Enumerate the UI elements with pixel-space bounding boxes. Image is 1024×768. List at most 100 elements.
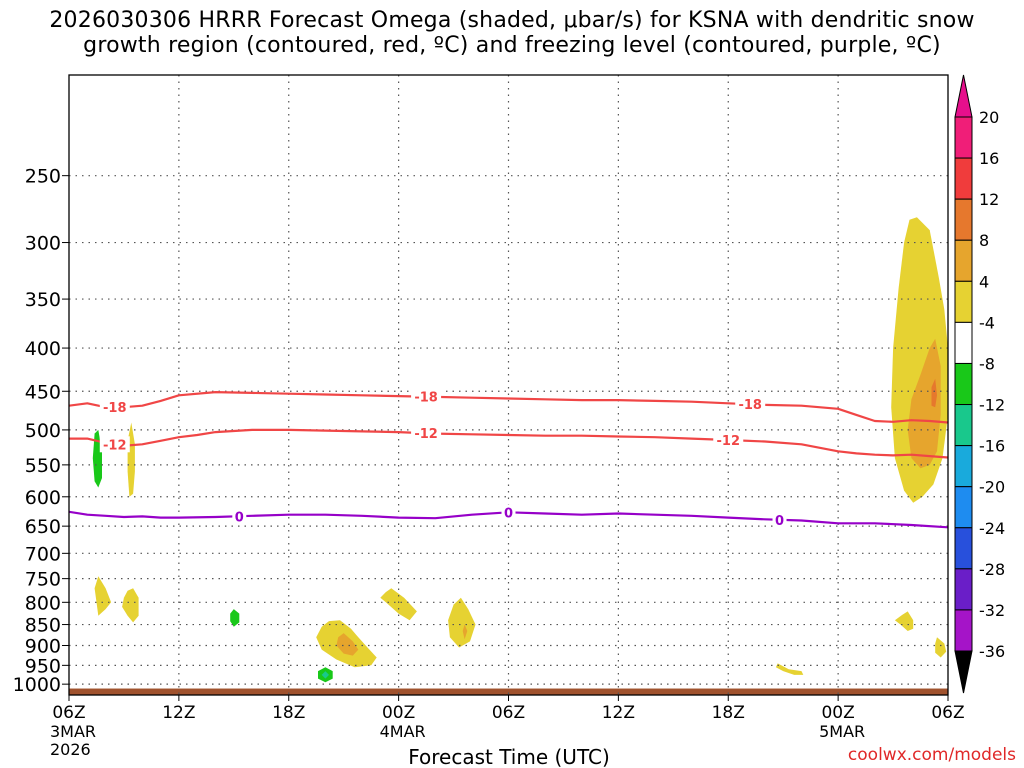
y-tick-label-500: 500	[25, 420, 61, 442]
contour-lines: -18 -18 -18 -12 -12 -12 0 0 0	[69, 388, 948, 529]
y-tick-label-650: 650	[25, 516, 61, 538]
colorbar-label-0: 20	[979, 108, 999, 127]
x-tick-label-36: 18Z	[712, 703, 745, 723]
x-tick-date-42: 5MAR	[819, 722, 865, 741]
contour-label-2-2: 0	[775, 514, 784, 529]
colorbar-swatch-4	[954, 280, 973, 323]
omega-region-1	[907, 338, 941, 469]
contour-label-bg-1-2	[713, 432, 744, 449]
omega-region-11	[321, 671, 329, 679]
colorbar-label-11: -28	[979, 560, 1005, 579]
colorbar-label-10: -24	[979, 519, 1005, 538]
y-tick-label-800: 800	[25, 592, 61, 614]
contour-label-bg-0-2	[735, 396, 766, 413]
contour-label-2-1: 0	[504, 506, 513, 521]
y-tick-label-550: 550	[25, 455, 61, 477]
omega-region-2	[931, 378, 937, 408]
x-tick-label-24: 06Z	[492, 703, 525, 723]
x-tick-label-48: 06Z	[931, 703, 964, 723]
colorbar-swatch-2	[954, 198, 973, 241]
omega-region-17	[935, 637, 947, 658]
x-tick-label-42: 00Z	[821, 703, 854, 723]
colorbar-swatch-6	[954, 362, 973, 406]
colorbar-label-9: -20	[979, 478, 1005, 497]
y-tick-label-900: 900	[25, 636, 61, 658]
x-tick-date-0: 3MAR	[50, 722, 96, 741]
colorbar-swatch-11	[954, 568, 973, 611]
omega-region-14	[462, 624, 468, 640]
contour-label-bg-0-1	[411, 388, 442, 405]
y-tick-label-250: 250	[25, 166, 61, 188]
y-tick-label-750: 750	[25, 569, 61, 591]
colorbar-swatch-8	[954, 445, 973, 488]
contour-label-bg-2-2	[772, 511, 787, 528]
y-tick-label-450: 450	[25, 381, 61, 403]
x-tick-label-30: 12Z	[602, 703, 635, 723]
x-tick-label-6: 12Z	[162, 703, 195, 723]
y-tick-label-350: 350	[25, 289, 61, 311]
colorbar-label-2: 12	[979, 190, 999, 209]
colorbar-swatch-12	[954, 609, 973, 652]
omega-shading	[92, 217, 948, 683]
colorbar: 20 16 12 8 4 -4 -8 -12 -16 -20 -24 -28 -32 -36	[954, 74, 1005, 694]
colorbar-swatch-5	[954, 321, 973, 364]
colorbar-top-arrow	[954, 74, 973, 118]
grid-lines	[69, 75, 948, 695]
colorbar-label-5: -4	[979, 313, 995, 332]
colorbar-label-8: -16	[979, 437, 1005, 456]
y-tick-label-850: 850	[25, 615, 61, 637]
contour-label-bg-1-0	[99, 436, 130, 453]
credit-link[interactable]: coolwx.com/models	[848, 745, 1016, 765]
colorbar-swatch-10	[954, 527, 973, 570]
y-tick-label-600: 600	[25, 487, 61, 509]
x-tick-year-0: 2026	[50, 740, 91, 759]
chart-title-line2: growth region (contoured, red, ºC) and f…	[83, 33, 941, 58]
colorbar-swatch-9	[954, 486, 973, 529]
y-tick-label-700: 700	[25, 543, 61, 565]
y-tick-label-300: 300	[25, 233, 61, 255]
ground-layer	[69, 688, 948, 695]
colorbar-label-1: 16	[979, 149, 999, 168]
omega-region-13	[448, 597, 476, 648]
contour-line--18	[69, 391, 948, 424]
colorbar-label-3: 8	[979, 231, 989, 250]
chart-title-line1: 2026030306 HRRR Forecast Omega (shaded, …	[49, 8, 975, 33]
y-tick-label-1000: 1000	[13, 674, 61, 696]
colorbar-swatch-1	[954, 157, 973, 200]
contour-label-bg-2-0	[232, 508, 247, 525]
colorbar-label-6: -8	[979, 354, 995, 373]
omega-region-7	[230, 609, 240, 627]
y-tick-label-950: 950	[25, 655, 61, 677]
colorbar-swatch-3	[954, 239, 973, 282]
omega-region-6	[122, 588, 139, 623]
x-tick-label-18: 00Z	[382, 703, 415, 723]
colorbar-label-7: -12	[979, 396, 1005, 415]
omega-region-5	[94, 576, 112, 616]
colorbar-swatch-7	[954, 404, 973, 447]
colorbar-bottom-arrow	[954, 650, 973, 694]
contour-label-0-2: -18	[738, 398, 762, 413]
omega-region-16	[894, 611, 914, 631]
omega-region-15	[775, 663, 804, 675]
contour-line--12	[69, 428, 948, 459]
contour-label-1-0: -12	[103, 438, 127, 453]
contour-label-2-0: 0	[235, 510, 244, 525]
contour-label-bg-1-1	[411, 425, 442, 442]
y-tick-label-400: 400	[25, 338, 61, 360]
omega-region-4	[92, 429, 102, 488]
x-tick-date-18: 4MAR	[380, 722, 426, 741]
x-tick-label-12: 18Z	[272, 703, 305, 723]
colorbar-label-13: -36	[979, 642, 1005, 661]
x-tick-label-0: 06Z	[52, 703, 85, 723]
contour-label-0-0: -18	[103, 401, 127, 416]
colorbar-label-12: -32	[979, 601, 1005, 620]
omega-region-9	[336, 633, 359, 656]
ground-bar	[69, 688, 948, 695]
contour-label-bg-2-1	[501, 504, 516, 521]
contour-label-1-1: -12	[414, 427, 438, 442]
colorbar-label-4: 4	[979, 272, 989, 291]
contour-label-0-1: -18	[414, 391, 438, 406]
x-axis-label: Forecast Time (UTC)	[408, 745, 610, 768]
